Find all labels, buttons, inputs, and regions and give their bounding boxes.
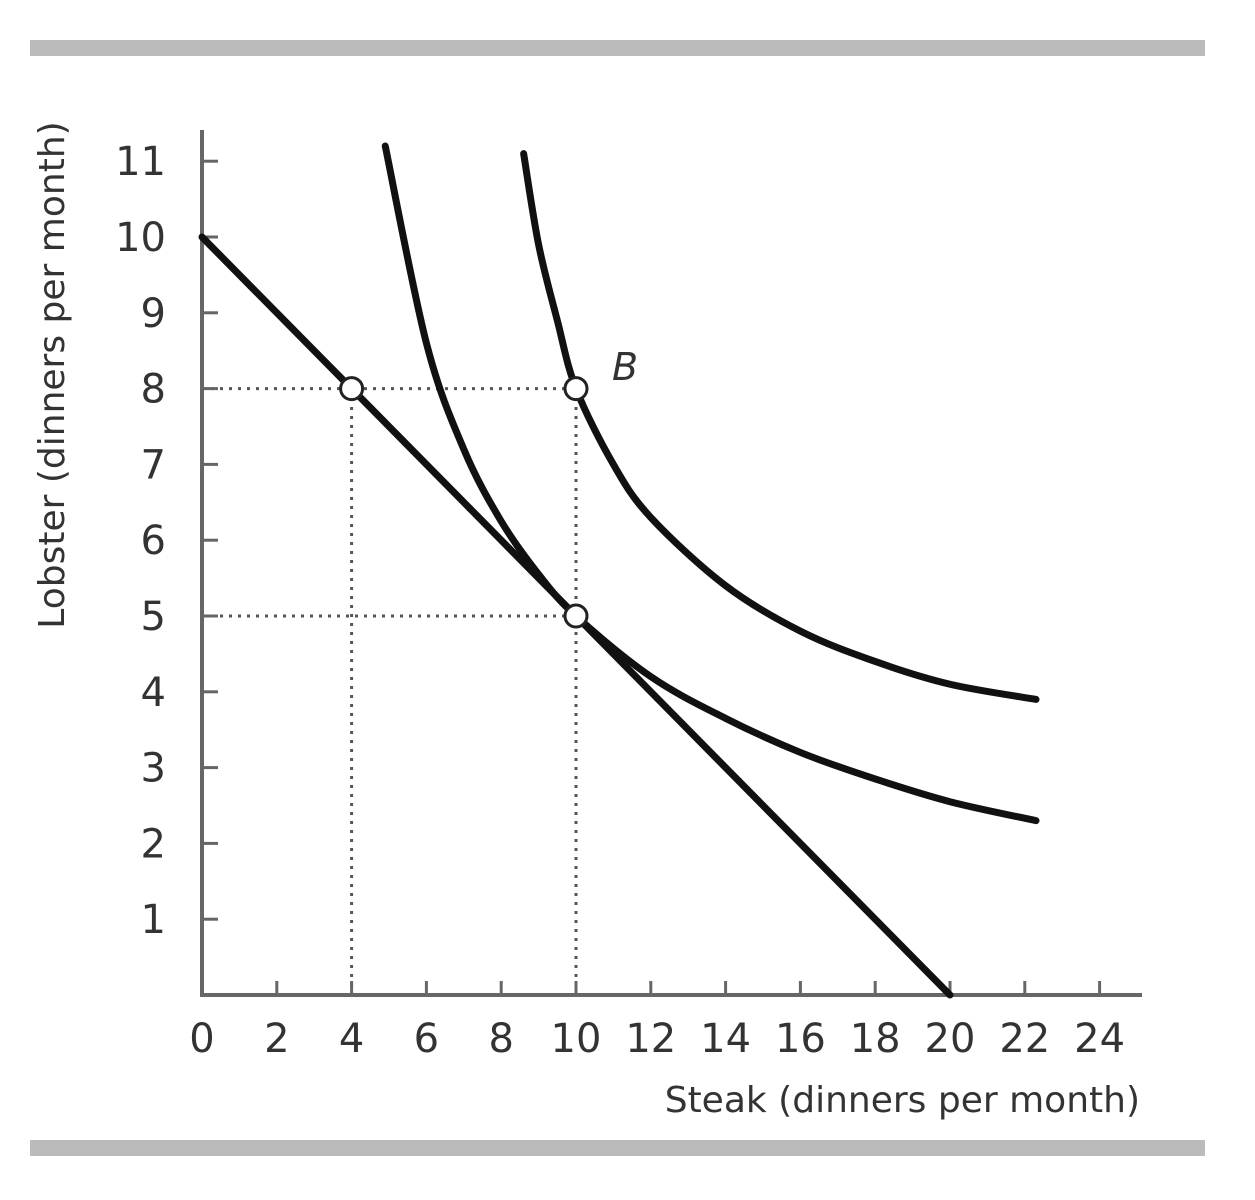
y-tick-label: 4: [141, 670, 166, 716]
top-divider-rule: [30, 40, 1205, 56]
x-tick-label: 6: [414, 1016, 439, 1062]
y-axis-title: Lobster (dinners per month): [32, 121, 73, 628]
y-tick-label: 3: [141, 746, 166, 792]
point-marker: [563, 603, 589, 629]
y-tick-label: 1: [141, 897, 166, 943]
x-tick-label: 2: [264, 1016, 289, 1062]
indifference-curve-higher: [520, 150, 1040, 703]
x-tick-label: 20: [925, 1016, 976, 1062]
y-tick-label: 7: [141, 442, 166, 488]
x-axis-title: Steak (dinners per month): [665, 1080, 1140, 1121]
bottom-divider-rule: [30, 1140, 1205, 1156]
x-tick-label: 18: [850, 1016, 901, 1062]
y-tick-label: 2: [141, 821, 166, 867]
y-tick-label: 5: [141, 594, 166, 640]
x-tick-label: 4: [339, 1016, 364, 1062]
y-tick-label: 8: [141, 367, 166, 413]
y-tick-label: 10: [115, 215, 166, 261]
y-tick-label: 9: [141, 291, 166, 337]
point-b-marker: [563, 376, 589, 402]
point-b-label: B: [612, 345, 638, 389]
x-tick-label: 0: [189, 1016, 214, 1062]
x-tick-label: 22: [999, 1016, 1050, 1062]
x-tick-label: 14: [700, 1016, 751, 1062]
y-tick-label: 11: [115, 139, 166, 185]
x-tick-label: 24: [1074, 1016, 1125, 1062]
x-tick-label: 10: [551, 1016, 602, 1062]
indifference-curve-lower: [381, 142, 1040, 825]
x-tick-label: 12: [625, 1016, 676, 1062]
y-tick-label: 6: [141, 518, 166, 564]
point-marker: [339, 376, 365, 402]
x-tick-label: 8: [488, 1016, 513, 1062]
x-tick-label: 16: [775, 1016, 826, 1062]
